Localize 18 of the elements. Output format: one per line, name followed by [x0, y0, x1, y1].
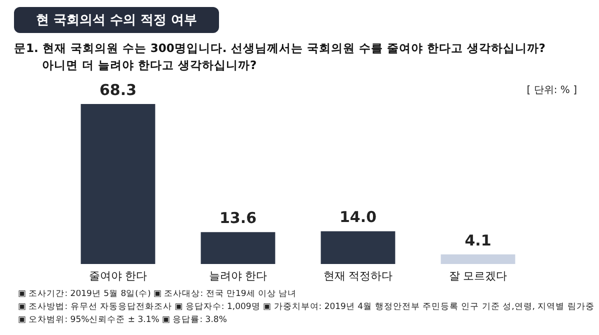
chart-subtitle: 문1. 현재 국회의원 수는 300명입니다. 선생님께서는 국회의원 수를 줄여야 한다고 생각하십니까? 아니면 더 늘려야 한다고 생각하십니까?	[14, 40, 546, 74]
bar	[80, 104, 156, 264]
data-label: 14.0	[339, 208, 377, 226]
bar	[320, 231, 396, 264]
text: ▣ 오차범위: 95%신뢰수준 ± 3.1% ▣ 응답률: 3.8%	[18, 314, 228, 327]
chart-title: 현 국회의석 수의 적정 여부	[14, 7, 220, 33]
data-label: 4.1	[464, 231, 492, 250]
data-label: 68.3	[99, 81, 137, 99]
x-tick-label: 잘 모르겠다	[448, 270, 508, 282]
x-tick-label: 늘려야 한다	[208, 270, 268, 282]
text: [ 단위: % ]	[526, 83, 577, 97]
bar	[440, 254, 516, 264]
text: ▣ 조사기간: 2019년 5월 8일(수) ▣ 조사대상: 전국 만19세 이상 남녀	[18, 288, 298, 301]
x-tick-label: 현재 적정하다	[323, 270, 393, 282]
text: ▣ 조사방법: 유무선 자동응답전화조사 ▣ 응답자수: 1,009명 ▣ 가중치부여: 2019년 4월 행정안전부 주민등록 인구 기준 성,연령, 지역별 림가중	[18, 301, 594, 314]
bar	[200, 232, 276, 264]
x-tick-label: 줄여야 한다	[88, 270, 148, 282]
data-label: 13.6	[219, 209, 257, 228]
